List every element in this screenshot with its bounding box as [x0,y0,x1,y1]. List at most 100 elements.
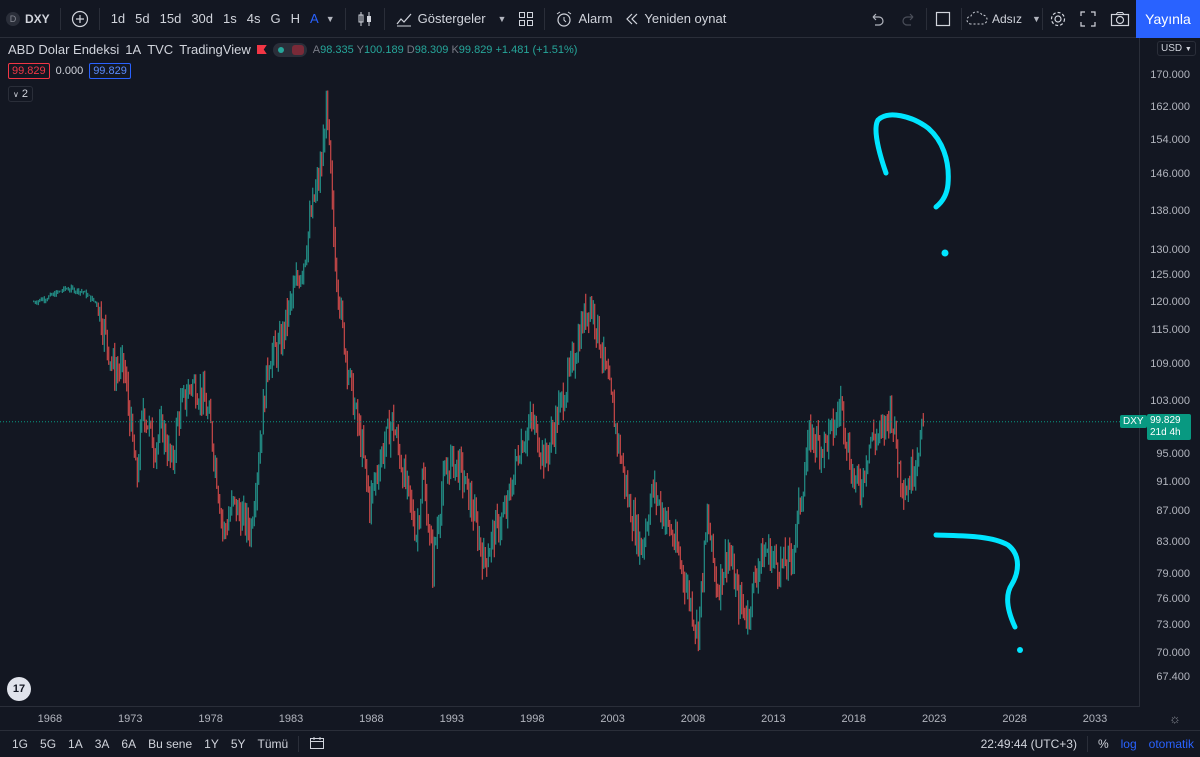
symbol-search-button[interactable]: D DXY [0,0,56,38]
price-tick: 91.000 [1156,475,1190,488]
time-tick: 2018 [841,713,867,725]
candles-icon [358,11,371,26]
indicators-label: Göstergeler [417,11,486,26]
indicators-icon [396,13,412,26]
chart-legend: ABD Dolar Endeksi 1A TVC TradingView A98… [8,42,577,57]
undo-button[interactable] [863,0,891,38]
time-tick: 1978 [198,713,223,725]
axis-settings-icon[interactable]: ☼ [1169,711,1181,726]
timeframe-1s[interactable]: 1s [223,11,237,26]
range-1g[interactable]: 1G [12,737,29,751]
timeframe-G[interactable]: G [270,11,281,26]
currency-selector[interactable]: USD ▼ [1157,41,1196,56]
price-axis[interactable]: 170.000 162.000 154.000 146.000 138.000 130.0… [1141,38,1200,706]
toolbar-divider [1086,736,1088,752]
chart-style-button[interactable] [350,0,380,38]
legend-interval[interactable]: 1A [125,42,142,57]
collapsed-count: 2 [21,88,29,100]
time-tick: 2008 [680,713,706,725]
range-6a[interactable]: 6A [121,737,137,751]
top-toolbar: D DXY 1d 5d 15d 30d 1s 4s G H A ▼ Göstergeler ▼ … [0,0,1200,38]
settings-button[interactable] [1043,0,1073,38]
drawing-arc-lower [933,532,1020,630]
clock[interactable]: 22:49:44 (UTC+3) [980,737,1077,751]
timeframe-4s[interactable]: 4s [246,11,261,26]
range-3a[interactable]: 3A [94,737,110,751]
price-tick: 125.000 [1150,269,1190,282]
close-label: K [451,43,459,56]
time-tick: 2033 [1082,713,1108,725]
fullscreen-icon [1080,10,1096,27]
range-5g[interactable]: 5G [40,737,57,751]
open-label: A [312,43,321,56]
timeframe-15d[interactable]: 15d [159,11,182,26]
fullscreen-button[interactable] [1074,0,1102,38]
collapse-legend-button[interactable]: ∨ 2 [8,86,34,102]
flag-icon[interactable] [256,45,267,54]
drawing-arc-upper [873,112,951,210]
market-status-toggle[interactable] [272,42,307,57]
compare-symbol-button[interactable] [65,0,95,38]
price-tick: 162.000 [1150,100,1190,113]
price-tick: 79.000 [1156,568,1190,580]
go-to-date-button[interactable] [303,736,331,753]
legend-source: TVC [147,42,174,57]
legend-title[interactable]: ABD Dolar Endeksi [8,42,120,57]
toolbar-divider [926,8,927,30]
toolbar-divider [961,8,962,30]
templates-button[interactable] [512,0,540,38]
ask-price[interactable]: 99.829 [89,63,131,79]
alarm-label: Alarm [578,11,613,26]
bid-ask-row: 99.829 0.000 99.829 [8,63,131,79]
range-1y[interactable]: 1Y [204,737,219,751]
layout-name: Adsız [992,11,1023,26]
price-tick: 120.000 [1150,295,1190,308]
price-tick: 154.000 [1150,133,1190,146]
chart-pane[interactable]: ABD Dolar Endeksi 1A TVC TradingView A98… [0,38,1140,706]
time-tick: 1988 [359,713,384,725]
calendar-icon [310,736,325,749]
timeframe-list: 1d 5d 15d 30d 1s 4s G H A [104,0,326,38]
cloud-icon [966,10,988,24]
chevron-down-icon: ∨ [13,90,19,99]
replay-label: Yeniden oynat [644,11,727,26]
layout-name-button[interactable]: Adsız ▼ [960,0,1047,38]
redo-icon [902,13,914,26]
high-label: Y [356,43,364,56]
time-axis[interactable]: 1968 1973 1978 1983 1988 1993 1998 2003 2008 2013… [0,706,1140,730]
fullscreen-layout-button[interactable] [929,0,957,38]
price-tick: 87.000 [1156,505,1190,518]
auto-scale-toggle[interactable]: otomatik [1148,737,1194,751]
symbol-price-tag: DXY [1120,414,1147,428]
price-tick: 70.000 [1156,646,1190,659]
replay-button[interactable]: Yeniden oynat [618,0,732,38]
toolbar-divider [59,7,61,30]
price-chart[interactable] [0,38,1140,706]
range-bu-sene[interactable]: Bu sene [148,737,193,751]
indicators-button[interactable]: Göstergeler ▼ [389,0,513,38]
log-scale-toggle[interactable]: log [1120,737,1137,751]
range-5y[interactable]: 5Y [230,737,246,751]
range-tümü[interactable]: Tümü [257,737,289,751]
alarm-button[interactable]: Alarm [549,0,618,38]
tradingview-logo[interactable]: 17 [7,677,31,701]
alarm-clock-icon [557,11,572,27]
range-1a[interactable]: 1A [68,737,83,751]
date-range-list: 1G 5G 1A 3A 6A Bu sene 1Y 5Y Tümü [0,737,294,751]
timeframe-A[interactable]: A [310,11,319,26]
timeframe-1d[interactable]: 1d [110,11,126,26]
timeframe-5d[interactable]: 5d [135,11,150,26]
time-tick: 2003 [600,713,625,725]
redo-button[interactable] [895,0,923,38]
bid-price[interactable]: 99.829 [8,63,50,79]
percent-scale-toggle[interactable]: % [1097,737,1109,751]
gear-icon [1050,11,1066,26]
undo-icon [872,13,884,26]
price-tick: 76.000 [1156,593,1190,606]
chevron-down-icon[interactable]: ▼ [325,13,335,24]
snapshot-button[interactable] [1104,0,1136,38]
timeframe-H[interactable]: H [290,11,301,26]
publish-button[interactable]: Yayınla [1136,0,1200,38]
timeframe-30d[interactable]: 30d [191,11,214,26]
price-tick: 146.000 [1150,168,1190,181]
